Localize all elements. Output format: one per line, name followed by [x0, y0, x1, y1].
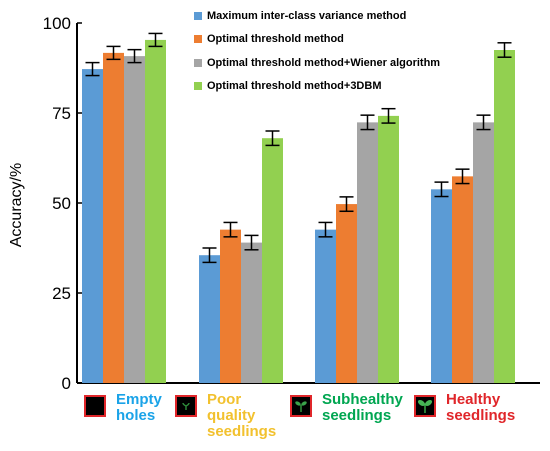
y-tick-label: 75 — [52, 104, 71, 123]
bar — [473, 122, 494, 384]
y-tick-label: 100 — [43, 14, 71, 33]
bar — [357, 122, 378, 384]
y-axis-title: Accuracy/% — [8, 163, 25, 247]
category-label-line: Poor — [207, 391, 242, 408]
bar — [494, 50, 515, 383]
y-tick-label: 25 — [52, 284, 71, 303]
legend-label: Optimal threshold method+Wiener algorith… — [207, 56, 441, 69]
large-sprout-icon — [414, 395, 436, 417]
legend-label: Maximum inter-class variance method — [207, 9, 407, 22]
empty-hole-icon — [84, 395, 106, 417]
legend-swatch — [194, 35, 202, 44]
bar — [145, 39, 166, 384]
category-label-line: quality — [207, 407, 256, 424]
legend-item: Optimal threshold method+Wiener algorith… — [194, 51, 440, 75]
bar — [336, 204, 357, 383]
category-label-healthy-seedlings: Healthy seedlings — [414, 392, 515, 424]
category-label-subhealthy-seedlings: Subhealthy seedlings — [290, 392, 403, 424]
medium-sprout-icon — [290, 395, 312, 417]
bar — [124, 56, 145, 384]
bar — [82, 69, 103, 383]
legend-item: Optimal threshold method+3DBM — [194, 75, 440, 99]
legend-swatch — [194, 11, 202, 20]
bar — [262, 138, 283, 383]
legend-item: Optimal threshold method — [194, 28, 440, 52]
legend-item: Maximum inter-class variance method — [194, 4, 440, 28]
legend-swatch — [194, 82, 202, 91]
bar — [452, 176, 473, 383]
bar — [103, 52, 124, 383]
legend-label: Optimal threshold method+3DBM — [207, 80, 382, 93]
category-label-line: Healthy — [446, 391, 501, 408]
y-tick-label: 0 — [62, 374, 71, 393]
bar — [220, 229, 241, 383]
legend-swatch — [194, 58, 202, 67]
category-label-line: seedlings — [322, 407, 392, 424]
legend: Maximum inter-class variance method Opti… — [194, 4, 440, 98]
category-label-line: seedlings — [207, 423, 277, 440]
y-tick-label: 50 — [52, 194, 71, 213]
legend-label: Optimal threshold method — [207, 33, 344, 46]
bar — [315, 229, 336, 383]
category-label-line: Empty — [116, 391, 162, 408]
category-label-line: holes — [116, 407, 156, 424]
bar — [199, 255, 220, 383]
category-label-line: Subhealthy — [322, 391, 403, 408]
bar — [241, 242, 262, 383]
category-label-poor-quality-seedlings: Poor quality seedlings — [175, 392, 276, 440]
bar — [431, 189, 452, 383]
bar — [378, 115, 399, 383]
small-sprout-icon — [175, 395, 197, 417]
category-label-line: seedlings — [446, 407, 516, 424]
category-label-empty-holes: Empty holes — [84, 392, 162, 424]
